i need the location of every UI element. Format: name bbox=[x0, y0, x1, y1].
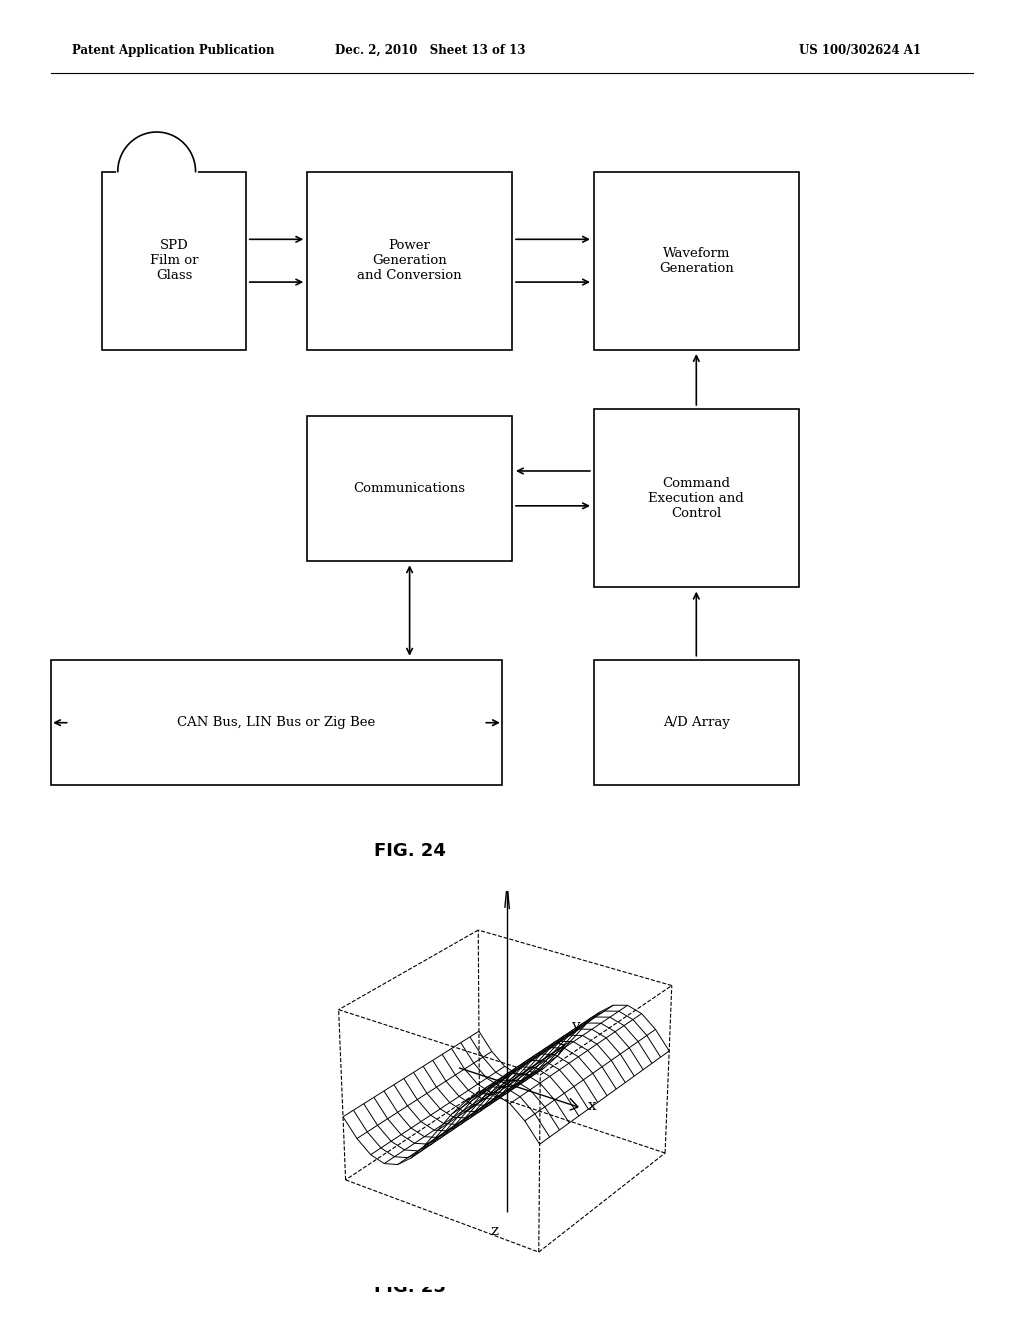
Text: CAN Bus, LIN Bus or Zig Bee: CAN Bus, LIN Bus or Zig Bee bbox=[177, 717, 376, 729]
Bar bbox=[594, 660, 799, 785]
Text: FIG. 25: FIG. 25 bbox=[374, 1278, 445, 1296]
Text: Command
Execution and
Control: Command Execution and Control bbox=[648, 477, 744, 520]
Text: Power
Generation
and Conversion: Power Generation and Conversion bbox=[357, 239, 462, 282]
Text: A/D Array: A/D Array bbox=[663, 717, 730, 729]
Text: Communications: Communications bbox=[353, 482, 466, 495]
Bar bbox=[102, 172, 246, 350]
Bar bbox=[51, 660, 502, 785]
Bar bbox=[594, 172, 799, 350]
Text: Patent Application Publication: Patent Application Publication bbox=[72, 44, 274, 57]
Bar bbox=[594, 409, 799, 587]
Text: FIG. 24: FIG. 24 bbox=[374, 842, 445, 861]
Text: Dec. 2, 2010   Sheet 13 of 13: Dec. 2, 2010 Sheet 13 of 13 bbox=[335, 44, 525, 57]
Bar bbox=[307, 172, 512, 350]
Text: US 100/302624 A1: US 100/302624 A1 bbox=[799, 44, 921, 57]
Text: Waveform
Generation: Waveform Generation bbox=[659, 247, 733, 275]
Bar bbox=[307, 416, 512, 561]
Text: SPD
Film or
Glass: SPD Film or Glass bbox=[150, 239, 199, 282]
